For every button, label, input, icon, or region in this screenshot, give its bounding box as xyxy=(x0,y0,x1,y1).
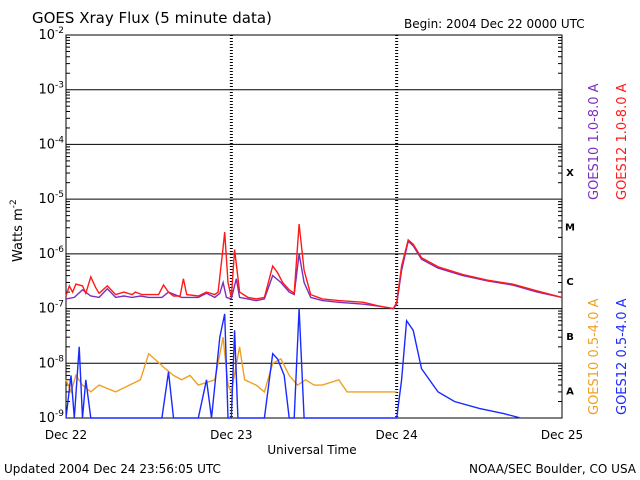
grid-lines xyxy=(66,35,562,418)
y-tick-label: 10-9 xyxy=(38,409,64,426)
y-tick-label: 10-5 xyxy=(38,190,64,207)
x-tick-label: Dec 24 xyxy=(376,428,418,442)
x-axis-label: Universal Time xyxy=(267,443,356,457)
flare-class-label: C xyxy=(566,277,573,288)
legend: GOES10 1.0-8.0 A GOES12 1.0-8.0 A GOES10 0… xyxy=(587,83,630,415)
flare-class-label: M xyxy=(565,223,575,234)
series-line xyxy=(65,239,563,310)
chart-title: GOES Xray Flux (5 minute data) xyxy=(32,9,272,27)
y-axis-label: Watts m-2 xyxy=(9,199,26,262)
y-axis-label-base: Watts m xyxy=(11,208,26,262)
x-tick-label: Dec 23 xyxy=(210,428,252,442)
flare-class-labels: X M C B A xyxy=(565,168,575,398)
x-tick-label: Dec 25 xyxy=(541,428,583,442)
y-tick-label: 10-8 xyxy=(38,354,64,371)
flare-class-label: A xyxy=(566,387,574,398)
x-axis-tick-labels: Dec 22 Dec 23 Dec 24 Dec 25 xyxy=(45,428,583,442)
series-line xyxy=(65,308,521,419)
y-tick-label: 10-4 xyxy=(38,135,64,152)
plot-frame xyxy=(65,34,563,419)
y-tick-label: 10-2 xyxy=(38,26,64,43)
x-tick-label: Dec 22 xyxy=(45,428,87,442)
y-tick-label: 10-7 xyxy=(38,300,64,317)
legend-entry: GOES12 1.0-8.0 A xyxy=(615,83,630,200)
legend-entry: GOES12 0.5-4.0 A xyxy=(615,298,630,415)
series-line xyxy=(65,224,563,310)
y-axis-label-exp: -2 xyxy=(9,199,19,208)
legend-entry: GOES10 0.5-4.0 A xyxy=(587,298,602,415)
y-tick-label: 10-3 xyxy=(38,81,64,98)
credit-label: NOAA/SEC Boulder, CO USA xyxy=(469,462,637,476)
updated-label: Updated 2004 Dec 24 23:56:05 UTC xyxy=(4,462,221,476)
y-tick-label: 10-6 xyxy=(38,245,64,262)
legend-entry: GOES10 1.0-8.0 A xyxy=(587,83,602,200)
flare-class-label: X xyxy=(566,168,574,179)
flare-class-label: B xyxy=(566,332,574,343)
begin-label: Begin: 2004 Dec 22 0000 UTC xyxy=(404,17,585,31)
series-lines xyxy=(65,224,563,419)
y-axis-tick-labels: 10-2 10-3 10-4 10-5 10-6 10-7 10-8 10-9 xyxy=(38,26,64,426)
